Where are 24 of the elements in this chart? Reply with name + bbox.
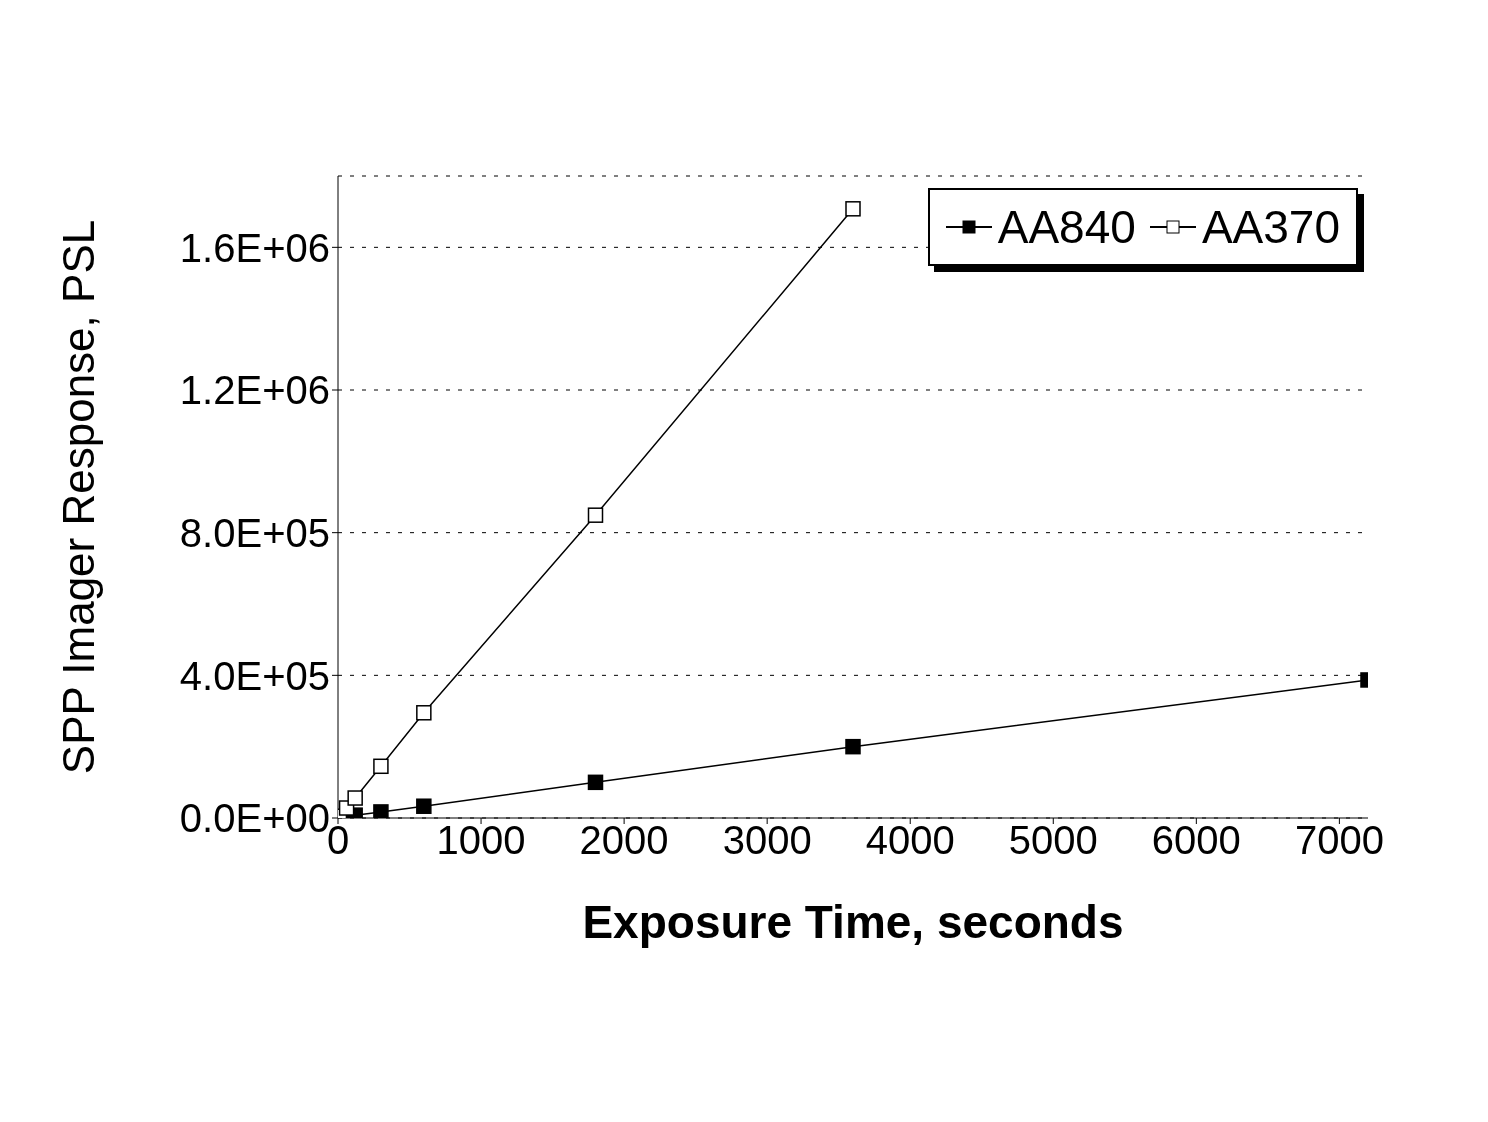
x-tick-label: 1000	[436, 818, 526, 863]
point	[373, 758, 389, 775]
point	[347, 790, 363, 806]
y-axis-title: SPP Imager Response, PSL	[53, 219, 103, 775]
x-tick-label: 2000	[579, 818, 669, 863]
point	[845, 201, 861, 217]
legend-label: AA840	[997, 200, 1136, 254]
point	[587, 507, 604, 523]
x-tick-label: 7000	[1294, 818, 1384, 863]
y-tick-label: 8.0E+05	[179, 510, 330, 555]
x-tick-label: 6000	[1151, 818, 1241, 863]
y-tick-label: 4.0E+05	[179, 653, 330, 698]
point	[416, 705, 432, 721]
point	[373, 804, 389, 818]
point	[416, 798, 432, 814]
x-tick-label: 5000	[1008, 818, 1098, 863]
y-tick-label: 1.6E+06	[179, 225, 330, 270]
y-tick-label: 1.2E+06	[179, 368, 330, 413]
x-tick-label: 4000	[865, 818, 955, 863]
point	[845, 738, 861, 755]
x-tick-label: 3000	[722, 818, 812, 863]
point	[587, 774, 604, 791]
legend-label: AA370	[1201, 200, 1340, 254]
x-axis-title: Exposure Time, seconds	[582, 896, 1124, 948]
